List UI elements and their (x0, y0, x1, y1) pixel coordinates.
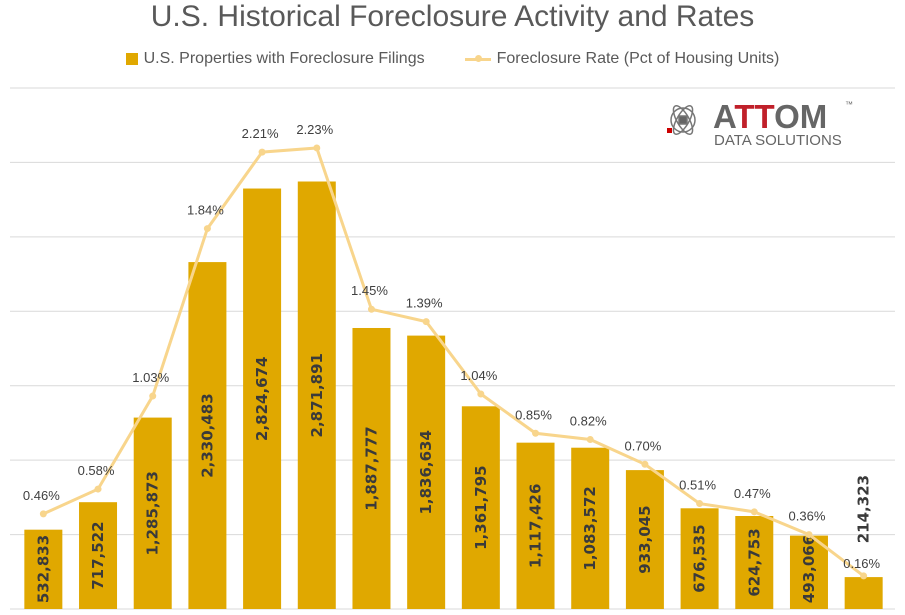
chart-title: U.S. Historical Foreclosure Activity and… (150, 0, 755, 33)
bar-label: 717,522 (89, 521, 107, 589)
legend: U.S. Properties with Foreclosure Filings… (0, 50, 905, 68)
rate-point (258, 148, 266, 156)
svg-text:™: ™ (845, 100, 853, 109)
rate-label: 2.21% (242, 126, 279, 141)
legend-swatch-line (464, 55, 491, 62)
bar-label: 532,833 (34, 535, 52, 603)
legend-item-rate: Foreclosure Rate (Pct of Housing Units) (464, 50, 780, 68)
bar (243, 188, 282, 609)
rate-label: 1.84% (187, 203, 224, 218)
rate-point (149, 392, 157, 400)
bar-label: 624,753 (745, 528, 763, 596)
legend-item-filings: U.S. Properties with Foreclosure Filings (125, 50, 425, 68)
bar (625, 470, 664, 609)
bar (789, 535, 828, 609)
rate-label: 0.46% (23, 488, 60, 503)
svg-text:DATA SOLUTIONS: DATA SOLUTIONS (714, 132, 842, 148)
rate-label: 1.45% (351, 283, 388, 298)
bar (352, 327, 391, 609)
bar (79, 502, 118, 609)
bar-label: 493,066 (800, 535, 818, 603)
bar-label: 2,330,483 (198, 393, 216, 477)
bar (24, 529, 63, 609)
bar-label: 1,887,777 (362, 426, 380, 510)
bar-label: 1,083,572 (581, 486, 599, 570)
bar (571, 447, 610, 609)
bar (516, 442, 555, 609)
rate-label: 0.85% (515, 407, 552, 422)
rate-point (641, 460, 649, 468)
rate-label: 0.82% (570, 413, 607, 428)
bar-label: 676,535 (691, 524, 709, 592)
rate-label: 1.39% (406, 296, 443, 311)
svg-text:ATTOM: ATTOM (713, 98, 827, 135)
rate-point (750, 508, 758, 516)
attom-network-icon (667, 105, 696, 135)
bar-label: 2,871,891 (308, 353, 326, 437)
bar (844, 577, 883, 609)
bar-label: 933,045 (636, 505, 654, 573)
bar (735, 516, 774, 609)
bar (297, 181, 336, 609)
rate-point (422, 318, 430, 326)
bar-label: 214,323 (855, 475, 873, 543)
rate-label: 0.58% (78, 463, 115, 478)
legend-label: U.S. Properties with Foreclosure Filings (143, 50, 425, 67)
bar (461, 406, 500, 609)
rate-label: 1.04% (460, 368, 497, 383)
bar-label: 1,285,873 (144, 471, 162, 555)
rate-line (42, 146, 865, 578)
attom-logo: ATTOM ™ DATA SOLUTIONS (667, 98, 853, 148)
bar (680, 508, 719, 609)
rate-point (477, 390, 485, 398)
bar-label: 2,824,674 (253, 357, 271, 441)
rate-label: 1.03% (132, 370, 169, 385)
rate-point (532, 429, 540, 437)
bar (188, 262, 227, 609)
rate-point (367, 305, 375, 313)
rate-point (39, 510, 47, 518)
rate-point (586, 435, 594, 443)
rate-point (860, 572, 868, 580)
rate-point (313, 144, 321, 152)
rate-label: 2.23% (296, 122, 333, 137)
bar-label: 1,117,426 (527, 484, 545, 568)
rate-point (805, 531, 813, 539)
legend-swatch-bar (125, 53, 138, 65)
bar-label: 1,361,795 (472, 465, 490, 549)
rate-label: 0.70% (624, 438, 661, 453)
rate-point (203, 225, 211, 233)
bar-label: 1,836,634 (417, 430, 435, 514)
rate-label: 0.51% (679, 478, 716, 493)
legend-label: Foreclosure Rate (Pct of Housing Units) (496, 50, 780, 67)
bar (407, 335, 446, 609)
rate-label: 0.16% (843, 556, 880, 571)
rate-label: 0.36% (789, 509, 826, 524)
rate-point (94, 485, 102, 493)
bar (133, 417, 172, 609)
rate-label: 0.47% (734, 486, 771, 501)
rate-point (696, 500, 704, 508)
